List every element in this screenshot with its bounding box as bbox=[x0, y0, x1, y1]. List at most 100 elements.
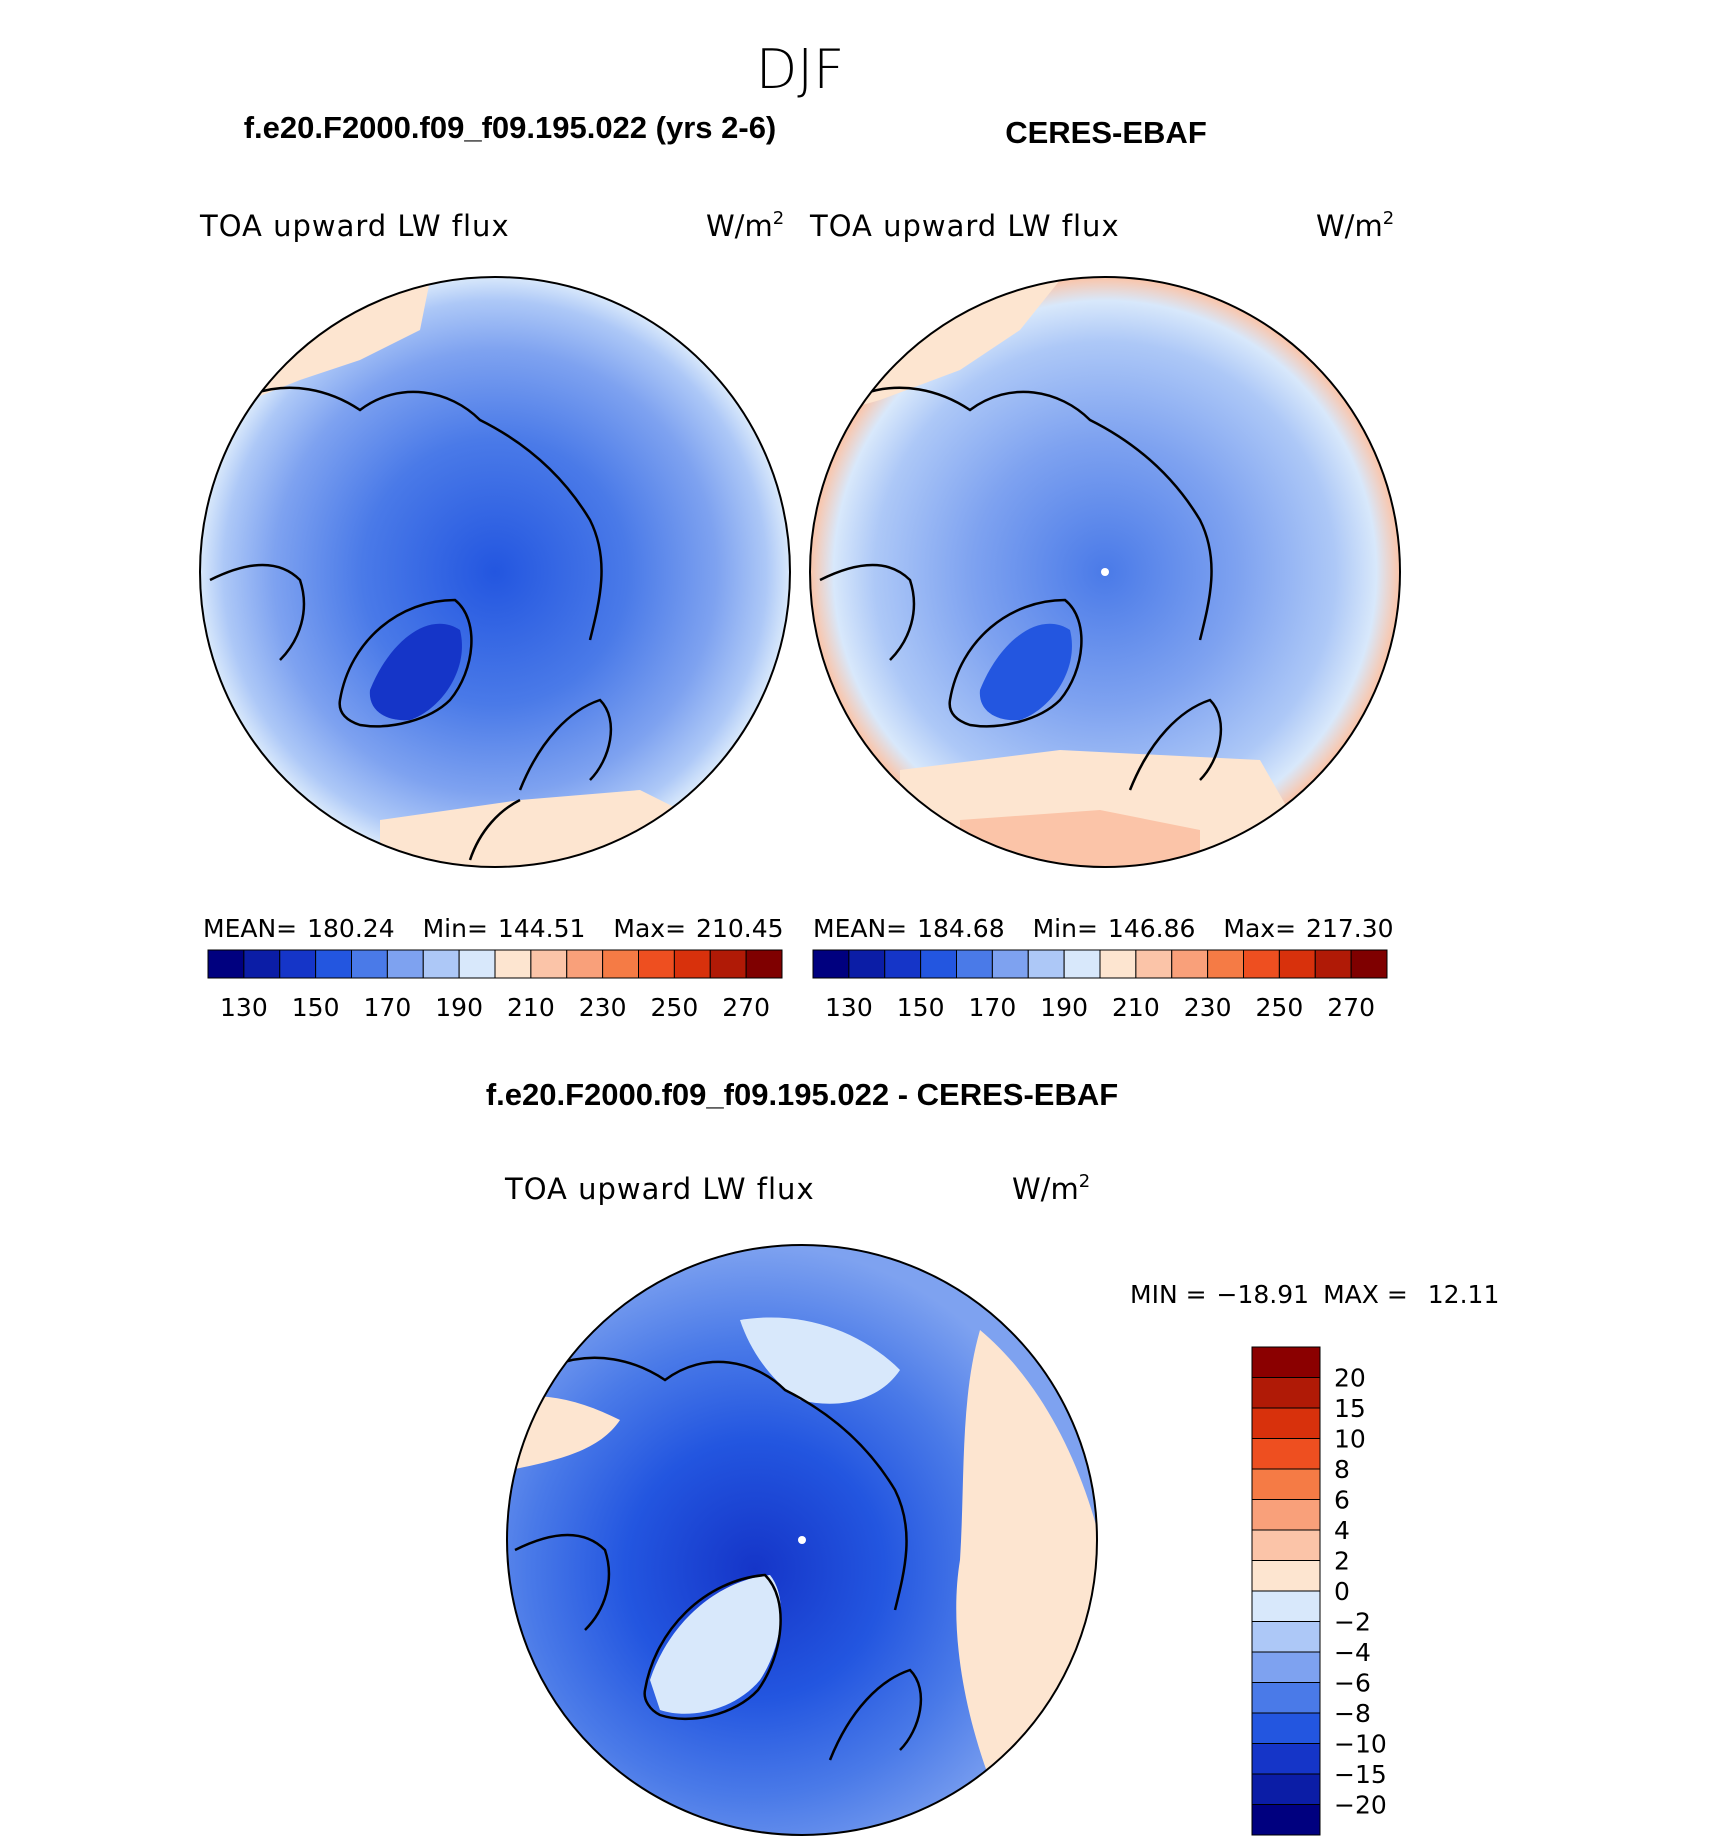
cb-obs-box-7 bbox=[1063, 949, 1101, 979]
cb-model-box-9 bbox=[530, 949, 568, 979]
cb-diff-tick-8: −2 bbox=[1334, 1608, 1371, 1637]
cb-model-tick-2: 170 bbox=[364, 993, 412, 1022]
cb-model-box-0 bbox=[207, 949, 245, 979]
cb-obs-box-8 bbox=[1099, 949, 1137, 979]
cb-model-box-3 bbox=[315, 949, 352, 979]
panel-title-obs: CERES-EBAF bbox=[1005, 115, 1207, 150]
cb-model-box-14 bbox=[709, 949, 747, 979]
cb-model-box-7 bbox=[458, 949, 496, 979]
coastline-model-2 bbox=[209, 563, 306, 661]
cb-obs-box-12 bbox=[1243, 949, 1280, 979]
cb-diff-box-10 bbox=[1251, 1651, 1321, 1683]
polar-map-diff bbox=[506, 1244, 1098, 1836]
cb-model-tick-6: 250 bbox=[651, 993, 699, 1022]
cb-model-tick-0: 130 bbox=[220, 993, 268, 1022]
coastline-diff-2 bbox=[514, 1533, 611, 1631]
coastline-model-1 bbox=[249, 386, 603, 641]
cb-model-box-8 bbox=[494, 949, 532, 979]
cb-obs-box-0 bbox=[812, 949, 850, 979]
cb-diff-tick-6: 2 bbox=[1334, 1547, 1350, 1576]
greenland-outline-obs bbox=[948, 598, 1083, 728]
cb-model-box-15 bbox=[745, 949, 783, 979]
cb-diff-box-11 bbox=[1251, 1682, 1321, 1714]
cb-model-box-1 bbox=[243, 949, 281, 979]
greenland-outline-diff bbox=[643, 1573, 782, 1721]
cb-diff-box-6 bbox=[1251, 1529, 1321, 1561]
coastline-model-4 bbox=[468, 798, 521, 861]
cb-model-box-6 bbox=[422, 949, 460, 979]
units-label-model: W/m2 bbox=[706, 208, 784, 243]
cb-model-box-11 bbox=[602, 949, 639, 979]
cb-diff-tick-10: −6 bbox=[1334, 1669, 1371, 1698]
cb-diff-tick-11: −8 bbox=[1334, 1699, 1371, 1728]
cb-diff-tick-1: 15 bbox=[1334, 1394, 1366, 1423]
cb-model-box-4 bbox=[351, 949, 388, 979]
cb-diff-tick-9: −4 bbox=[1334, 1638, 1371, 1667]
stats-obs: MEAN= 184.68 Min= 146.86 Max= 217.30 bbox=[813, 914, 1394, 943]
greenland-outline-model bbox=[338, 598, 473, 728]
cb-obs-tick-1: 150 bbox=[897, 993, 945, 1022]
pole-marker-obs bbox=[1101, 568, 1109, 576]
stats-diff: MIN = −18.91 MAX = 12.11 bbox=[1130, 1280, 1499, 1309]
stats-model: MEAN= 180.24 Min= 144.51 Max= 210.45 bbox=[203, 914, 784, 943]
cb-obs-box-14 bbox=[1314, 949, 1352, 979]
light-region-diff bbox=[740, 1317, 900, 1404]
cb-diff-box-0 bbox=[1251, 1346, 1321, 1378]
variable-label-diff: TOA upward LW flux bbox=[504, 1172, 815, 1206]
cb-diff-box-5 bbox=[1251, 1499, 1321, 1531]
cb-model-box-10 bbox=[566, 949, 604, 979]
panel-title-model: f.e20.F2000.f09_f09.195.022 (yrs 2-6) bbox=[244, 110, 777, 145]
polar-map-model bbox=[199, 276, 791, 868]
colorbar-obs: 130 150 170 190 210 230 250 270 bbox=[812, 949, 1388, 1022]
cb-model-tick-7: 270 bbox=[722, 993, 770, 1022]
cb-obs-box-15 bbox=[1350, 949, 1388, 979]
cb-model-tick-1: 150 bbox=[292, 993, 340, 1022]
cb-model-tick-5: 230 bbox=[579, 993, 627, 1022]
coastline-obs-3 bbox=[1128, 698, 1223, 791]
cb-obs-box-3 bbox=[920, 949, 957, 979]
coastline-diff-1 bbox=[554, 1356, 908, 1611]
pole-marker-diff bbox=[798, 1536, 806, 1544]
cb-obs-box-1 bbox=[848, 949, 886, 979]
cb-obs-box-4 bbox=[956, 949, 993, 979]
cb-obs-box-10 bbox=[1171, 949, 1209, 979]
cb-diff-tick-2: 10 bbox=[1334, 1425, 1366, 1454]
cb-diff-box-9 bbox=[1251, 1621, 1321, 1653]
cb-obs-tick-5: 230 bbox=[1184, 993, 1232, 1022]
cb-obs-box-9 bbox=[1135, 949, 1173, 979]
cb-obs-tick-2: 170 bbox=[969, 993, 1017, 1022]
season-title: DJF bbox=[756, 38, 845, 101]
coastline-model-3 bbox=[518, 698, 613, 791]
cb-obs-tick-7: 270 bbox=[1327, 993, 1375, 1022]
cb-diff-tick-4: 6 bbox=[1334, 1486, 1350, 1515]
variable-label-obs: TOA upward LW flux bbox=[809, 209, 1120, 243]
panel-title-diff: f.e20.F2000.f09_f09.195.022 - CERES-EBAF bbox=[486, 1077, 1118, 1112]
cb-model-tick-4: 210 bbox=[507, 993, 555, 1022]
units-label-obs: W/m2 bbox=[1316, 208, 1394, 243]
cb-obs-tick-3: 190 bbox=[1040, 993, 1088, 1022]
cb-model-box-2 bbox=[279, 949, 317, 979]
cold-core-model bbox=[369, 623, 462, 721]
cb-obs-box-13 bbox=[1278, 949, 1316, 979]
cb-diff-tick-5: 4 bbox=[1334, 1516, 1350, 1545]
cb-diff-box-4 bbox=[1251, 1468, 1321, 1500]
cb-diff-box-15 bbox=[1251, 1804, 1321, 1836]
polar-map-obs bbox=[809, 276, 1401, 868]
cb-diff-tick-13: −15 bbox=[1334, 1760, 1387, 1789]
cb-obs-box-11 bbox=[1207, 949, 1244, 979]
cb-diff-box-14 bbox=[1251, 1773, 1321, 1805]
variable-label-model: TOA upward LW flux bbox=[199, 209, 510, 243]
cb-diff-box-12 bbox=[1251, 1712, 1321, 1744]
cb-diff-box-8 bbox=[1251, 1590, 1321, 1622]
cb-obs-box-2 bbox=[884, 949, 922, 979]
cb-model-box-5 bbox=[386, 949, 424, 979]
cb-diff-box-7 bbox=[1251, 1560, 1321, 1592]
cb-diff-tick-3: 8 bbox=[1334, 1455, 1350, 1484]
cb-diff-box-3 bbox=[1251, 1438, 1321, 1470]
cb-model-tick-3: 190 bbox=[435, 993, 483, 1022]
greenland-streak-diff bbox=[650, 1575, 781, 1714]
cb-diff-box-1 bbox=[1251, 1377, 1321, 1409]
units-label-diff: W/m2 bbox=[1012, 1171, 1090, 1206]
